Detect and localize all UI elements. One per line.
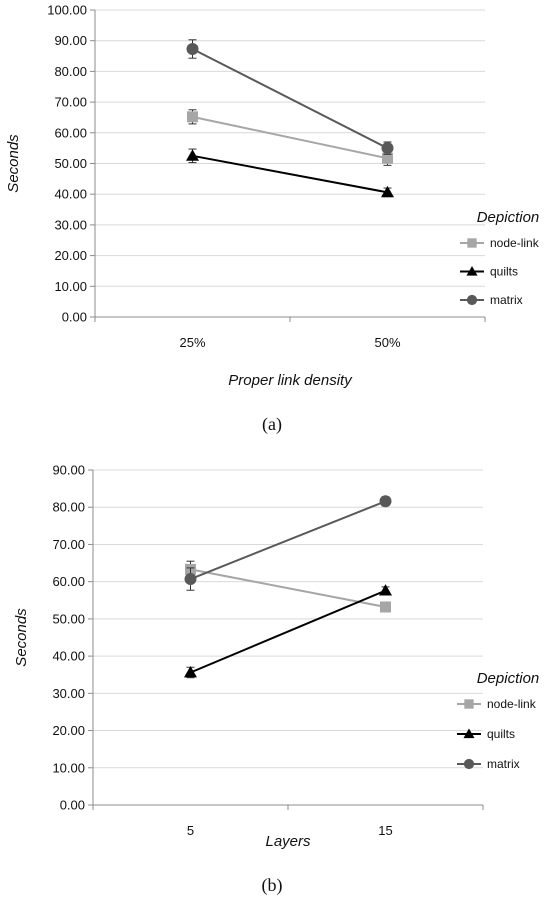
- y-tick-label: 80.00: [52, 500, 85, 515]
- data-point-node-link: [380, 601, 391, 613]
- series-line-node-link: [192, 115, 388, 160]
- y-tick-label: 50.00: [54, 156, 87, 171]
- y-tick-label: 10.00: [52, 760, 85, 775]
- legend-label-matrix: matrix: [490, 293, 523, 307]
- legend-title: Depiction: [477, 670, 540, 687]
- legend-label-quilts: quilts: [487, 727, 515, 741]
- series-line-matrix: [192, 48, 388, 150]
- series-line-quilts: [192, 154, 388, 194]
- x-tick-label: 50%: [374, 335, 400, 350]
- y-tick-label: 10.00: [54, 279, 87, 294]
- data-point-matrix: [381, 142, 394, 155]
- series-line-node-link: [190, 568, 386, 608]
- chart-panel-a: 0.00 10.00 20.00 30.00 40.00 50.00 60.00 70.00 8…: [0, 0, 558, 440]
- data-point-quilts: [379, 584, 392, 596]
- legend-marker-node-link: [464, 699, 474, 709]
- x-axis-title: Layers: [265, 833, 311, 850]
- y-tick-label: 0.00: [62, 310, 87, 325]
- data-point-node-link: [382, 152, 393, 164]
- chart-panel-b: 0.00 10.00 20.00 30.00 40.00 50.00 60.00 70.00 8…: [0, 448, 558, 897]
- figure-caption: (a): [262, 414, 282, 435]
- legend-label-node-link: node-link: [487, 697, 537, 711]
- figure-caption: (b): [262, 875, 283, 896]
- y-tick-label: 20.00: [52, 723, 85, 738]
- series-line-matrix: [190, 500, 386, 580]
- legend-label-node-link: node-link: [490, 236, 540, 250]
- data-point-quilts: [186, 149, 199, 161]
- y-tick-label: 80.00: [54, 64, 87, 79]
- x-tick-label: 15: [378, 823, 392, 838]
- x-axis-title: Proper link density: [228, 372, 353, 389]
- y-tick-label: 0.00: [60, 798, 85, 813]
- y-tick-label: 30.00: [52, 686, 85, 701]
- y-tick-label: 70.00: [52, 537, 85, 552]
- y-tick-label: 90.00: [54, 33, 87, 48]
- y-tick-label: 40.00: [54, 187, 87, 202]
- y-tick-label: 50.00: [52, 611, 85, 626]
- y-tick-label: 30.00: [54, 217, 87, 232]
- legend-marker-quilts: [466, 265, 478, 276]
- data-point-matrix: [379, 495, 392, 508]
- legend-label-quilts: quilts: [490, 265, 518, 279]
- legend-title: Depiction: [477, 209, 540, 226]
- legend-marker-quilts: [463, 728, 475, 739]
- y-tick-label: 70.00: [54, 95, 87, 110]
- legend-marker-node-link: [467, 238, 477, 248]
- y-tick-label: 60.00: [54, 125, 87, 140]
- y-tick-label: 60.00: [52, 574, 85, 589]
- data-point-matrix: [186, 42, 199, 55]
- data-point-node-link: [187, 111, 198, 123]
- data-point-quilts: [381, 185, 394, 198]
- data-point-quilts: [184, 665, 197, 678]
- line-chart-b: 0.00 10.00 20.00 30.00 40.00 50.00 60.00 70.00 8…: [13, 463, 540, 897]
- y-tick-label: 20.00: [54, 248, 87, 263]
- x-tick-label: 25%: [179, 335, 205, 350]
- y-tick-label: 100.00: [47, 3, 87, 18]
- series-line-quilts: [190, 589, 386, 674]
- y-tick-label: 90.00: [52, 463, 85, 478]
- legend-marker-matrix: [466, 294, 478, 306]
- legend-label-matrix: matrix: [487, 757, 520, 771]
- legend-marker-matrix: [463, 758, 475, 770]
- data-point-matrix: [184, 573, 197, 586]
- y-tick-label: 40.00: [52, 649, 85, 664]
- x-tick-label: 5: [187, 823, 194, 838]
- y-axis-title: Seconds: [5, 134, 22, 193]
- line-chart-a: 0.00 10.00 20.00 30.00 40.00 50.00 60.00 70.00 8…: [5, 3, 540, 436]
- y-axis-title: Seconds: [13, 608, 30, 667]
